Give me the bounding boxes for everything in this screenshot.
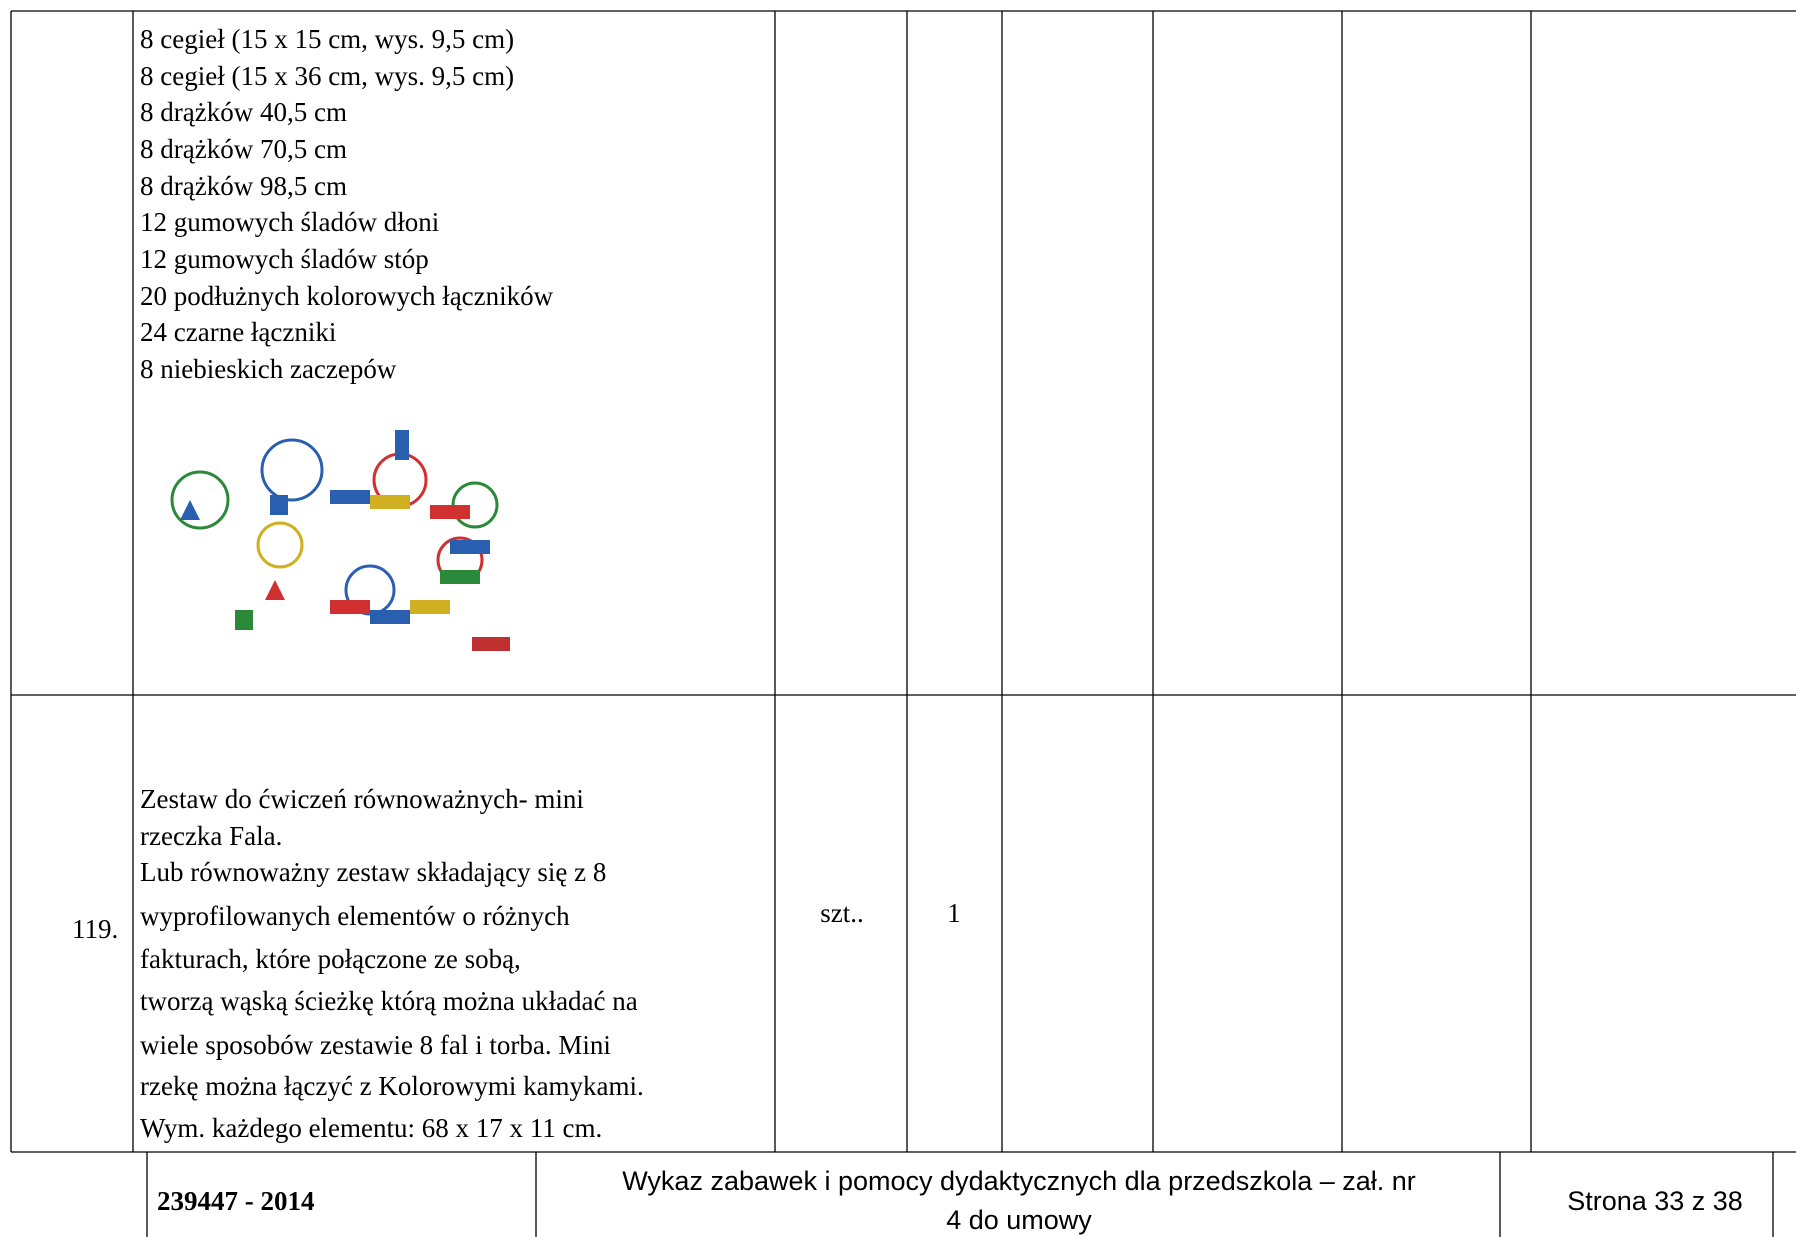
doc-code: 239447 - 2014	[157, 1186, 315, 1216]
description-line: Zestaw do ćwiczeń równoważnych- mini	[140, 784, 584, 814]
product-image	[170, 430, 510, 651]
page-number: Strona 33 z 38	[1567, 1186, 1743, 1216]
description-line: 24 czarne łączniki	[140, 317, 336, 347]
quantity: 1	[947, 898, 961, 928]
description-line: 12 gumowych śladów dłoni	[140, 207, 439, 237]
item-number: 119.	[72, 914, 118, 944]
description-line: 8 drążków 40,5 cm	[140, 97, 347, 127]
description-line: 8 cegieł (15 x 36 cm, wys. 9,5 cm)	[140, 61, 514, 91]
description-line: wyprofilowanych elementów o różnych	[140, 901, 570, 931]
description-line: wiele sposobów zestawie 8 fal i torba. M…	[140, 1030, 611, 1060]
description-line: fakturach, które połączone ze sobą,	[140, 944, 521, 974]
description-line: rzekę można łączyć z Kolorowymi kamykami…	[140, 1071, 644, 1101]
description-line: 20 podłużnych kolorowych łączników	[140, 281, 554, 311]
description-line: rzeczka Fala.	[140, 821, 282, 851]
description-line: Wym. każdego elementu: 68 x 17 x 11 cm.	[140, 1113, 602, 1143]
description-line: tworzą wąską ścieżkę którą można układać…	[140, 986, 638, 1016]
footer-title: 4 do umowy	[946, 1205, 1092, 1235]
footer-title: Wykaz zabawek i pomocy dydaktycznych dla…	[622, 1166, 1416, 1196]
description-line: 8 niebieskich zaczepów	[140, 354, 397, 384]
description-line: 12 gumowych śladów stóp	[140, 244, 429, 274]
description-line: 8 drążków 70,5 cm	[140, 134, 347, 164]
table-grid	[10, 10, 1796, 1153]
footer-grid	[146, 1152, 1774, 1237]
description-line: 8 drążków 98,5 cm	[140, 171, 347, 201]
unit: szt..	[820, 898, 864, 928]
description-line: 8 cegieł (15 x 15 cm, wys. 9,5 cm)	[140, 24, 514, 54]
description-line: Lub równoważny zestaw składający się z 8	[140, 857, 606, 887]
